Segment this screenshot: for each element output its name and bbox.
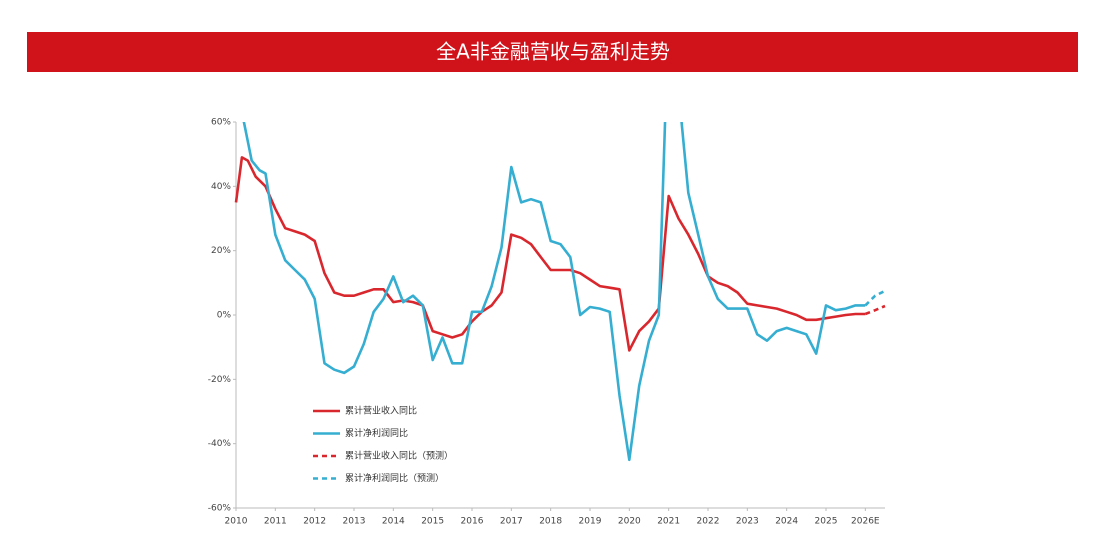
legend-label: 累计营业收入同比 xyxy=(345,405,417,417)
y-tick-label: -40% xyxy=(208,439,232,449)
x-tick-label: 2013 xyxy=(343,517,366,527)
y-tick-label: 40% xyxy=(211,182,231,192)
x-tick-label: 2019 xyxy=(579,517,602,527)
x-tick-label: 2015 xyxy=(421,517,444,527)
series-line xyxy=(242,122,866,462)
x-tick-label: 2017 xyxy=(500,517,523,527)
series-line xyxy=(864,289,886,307)
title-bar xyxy=(27,32,1078,72)
x-tick-label: 2022 xyxy=(697,517,720,527)
series-line xyxy=(864,304,886,316)
x-tick-label: 2018 xyxy=(539,517,562,527)
plot-area xyxy=(234,122,886,462)
axes: -60% -40% -20% 0% 20% 40% 60% 2010 2011 2012 2013 2… xyxy=(208,118,885,527)
y-tick-label: -20% xyxy=(208,375,232,385)
y-tick-label: 60% xyxy=(211,118,231,128)
legend-label: 累计净利润同比 xyxy=(345,427,408,439)
x-tick-label: 2011 xyxy=(264,517,287,527)
x-tick-label: 2025 xyxy=(815,517,838,527)
x-tick-label: 2023 xyxy=(736,517,759,527)
x-tick-label: 2026E xyxy=(851,517,880,527)
x-tick-label: 2020 xyxy=(618,517,641,527)
y-tick-label: 20% xyxy=(211,246,231,256)
x-tick-label: 2010 xyxy=(225,517,248,527)
x-tick-label: 2021 xyxy=(657,517,680,527)
y-tick-label: -60% xyxy=(208,504,232,514)
chart-title: 全A非金融营收与盈利走势 xyxy=(436,40,670,64)
series-line xyxy=(234,156,866,352)
y-tick-label: 0% xyxy=(217,311,232,321)
legend-label: 累计营业收入同比（预测） xyxy=(345,450,453,462)
x-tick-label: 2024 xyxy=(775,517,798,527)
x-tick-label: 2014 xyxy=(382,517,405,527)
x-tick-label: 2012 xyxy=(303,517,326,527)
legend-label: 累计净利润同比（预测） xyxy=(345,472,444,484)
x-tick-label: 2016 xyxy=(461,517,484,527)
